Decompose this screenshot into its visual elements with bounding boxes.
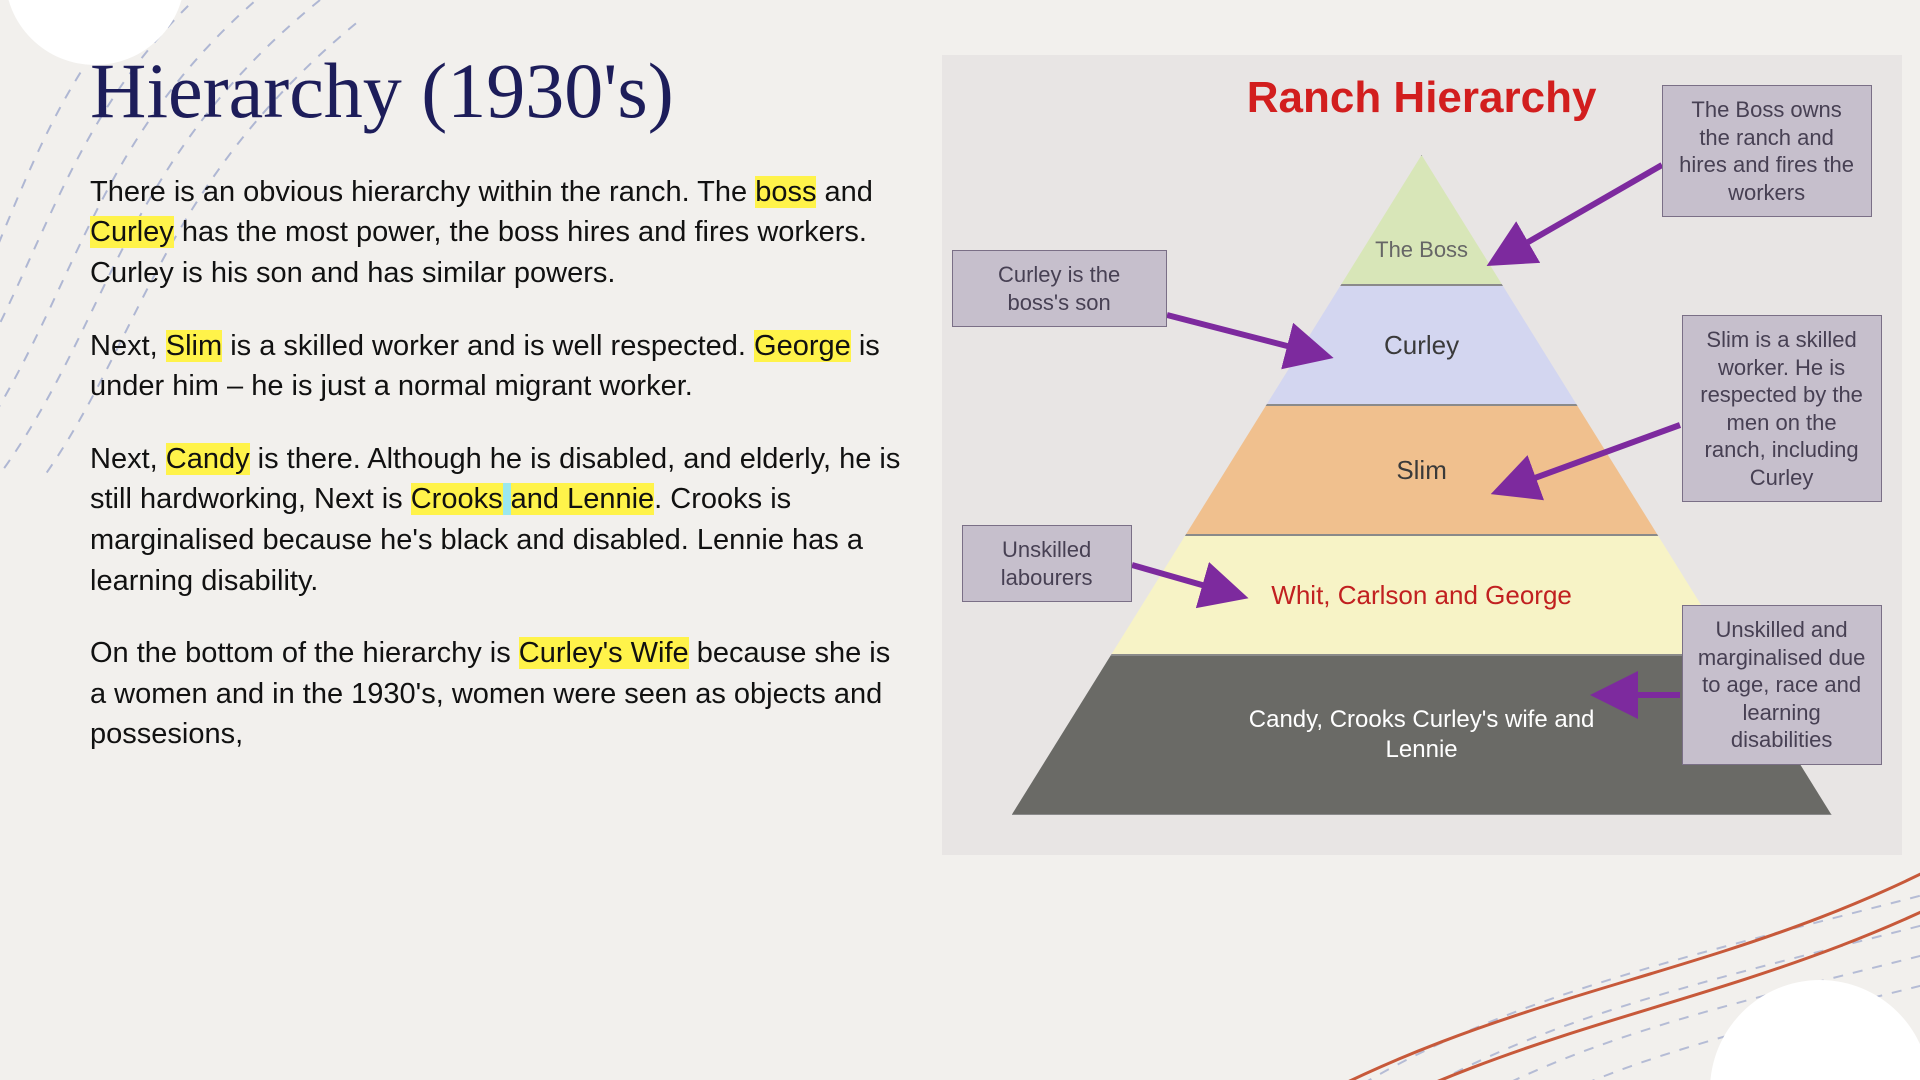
highlight-slim: Slim <box>166 330 222 362</box>
ranch-hierarchy-diagram: Ranch Hierarchy The BossCurleySlimWhit, … <box>942 55 1902 855</box>
highlight-curley: Curley <box>90 216 174 248</box>
paragraph-3: Next, Candy is there. Although he is dis… <box>90 439 902 601</box>
highlight-boss: boss <box>755 176 816 208</box>
paragraph-2: Next, Slim is a skilled worker and is we… <box>90 326 902 407</box>
callout-boss: The Boss owns the ranch and hires and fi… <box>1662 85 1872 217</box>
highlight-lennie: and Lennie <box>511 483 655 515</box>
highlight-crooks: Crooks <box>411 483 503 515</box>
body-text: There is an obvious hierarchy within the… <box>90 172 902 755</box>
highlight-candy: Candy <box>166 443 250 475</box>
callout-curley: Curley is the boss's son <box>952 250 1167 327</box>
page-title: Hierarchy (1930's) <box>90 50 902 132</box>
callout-slim: Slim is a skilled worker. He is respecte… <box>1682 315 1882 502</box>
paragraph-1: There is an obvious hierarchy within the… <box>90 172 902 294</box>
highlight-curleys-wife: Curley's Wife <box>519 637 689 669</box>
paragraph-4: On the bottom of the hierarchy is Curley… <box>90 633 902 755</box>
callout-unskilled: Unskilled labourers <box>962 525 1132 602</box>
callout-bottom: Unskilled and marginalised due to age, r… <box>1682 605 1882 765</box>
highlight-george: George <box>754 330 851 362</box>
